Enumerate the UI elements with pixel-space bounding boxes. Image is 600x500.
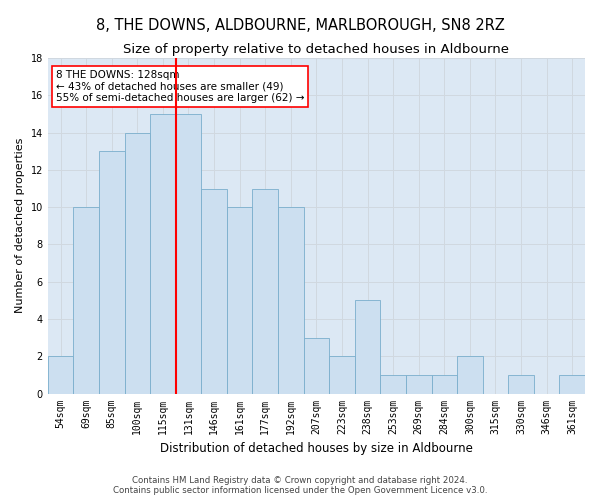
Bar bbox=[278, 207, 304, 394]
Bar bbox=[304, 338, 329, 394]
Bar bbox=[329, 356, 355, 394]
Text: 8 THE DOWNS: 128sqm
← 43% of detached houses are smaller (49)
55% of semi-detach: 8 THE DOWNS: 128sqm ← 43% of detached ho… bbox=[56, 70, 304, 103]
Bar bbox=[253, 188, 278, 394]
Bar bbox=[73, 207, 99, 394]
Text: 8, THE DOWNS, ALDBOURNE, MARLBOROUGH, SN8 2RZ: 8, THE DOWNS, ALDBOURNE, MARLBOROUGH, SN… bbox=[95, 18, 505, 32]
Bar bbox=[457, 356, 482, 394]
Bar bbox=[355, 300, 380, 394]
Bar bbox=[150, 114, 176, 394]
Bar bbox=[48, 356, 73, 394]
Bar bbox=[380, 375, 406, 394]
Title: Size of property relative to detached houses in Aldbourne: Size of property relative to detached ho… bbox=[124, 42, 509, 56]
Y-axis label: Number of detached properties: Number of detached properties bbox=[15, 138, 25, 314]
Bar bbox=[201, 188, 227, 394]
X-axis label: Distribution of detached houses by size in Aldbourne: Distribution of detached houses by size … bbox=[160, 442, 473, 455]
Bar bbox=[508, 375, 534, 394]
Bar bbox=[99, 151, 125, 394]
Bar bbox=[176, 114, 201, 394]
Bar bbox=[431, 375, 457, 394]
Bar bbox=[559, 375, 585, 394]
Bar bbox=[406, 375, 431, 394]
Bar bbox=[227, 207, 253, 394]
Bar bbox=[125, 132, 150, 394]
Text: Contains HM Land Registry data © Crown copyright and database right 2024.
Contai: Contains HM Land Registry data © Crown c… bbox=[113, 476, 487, 495]
